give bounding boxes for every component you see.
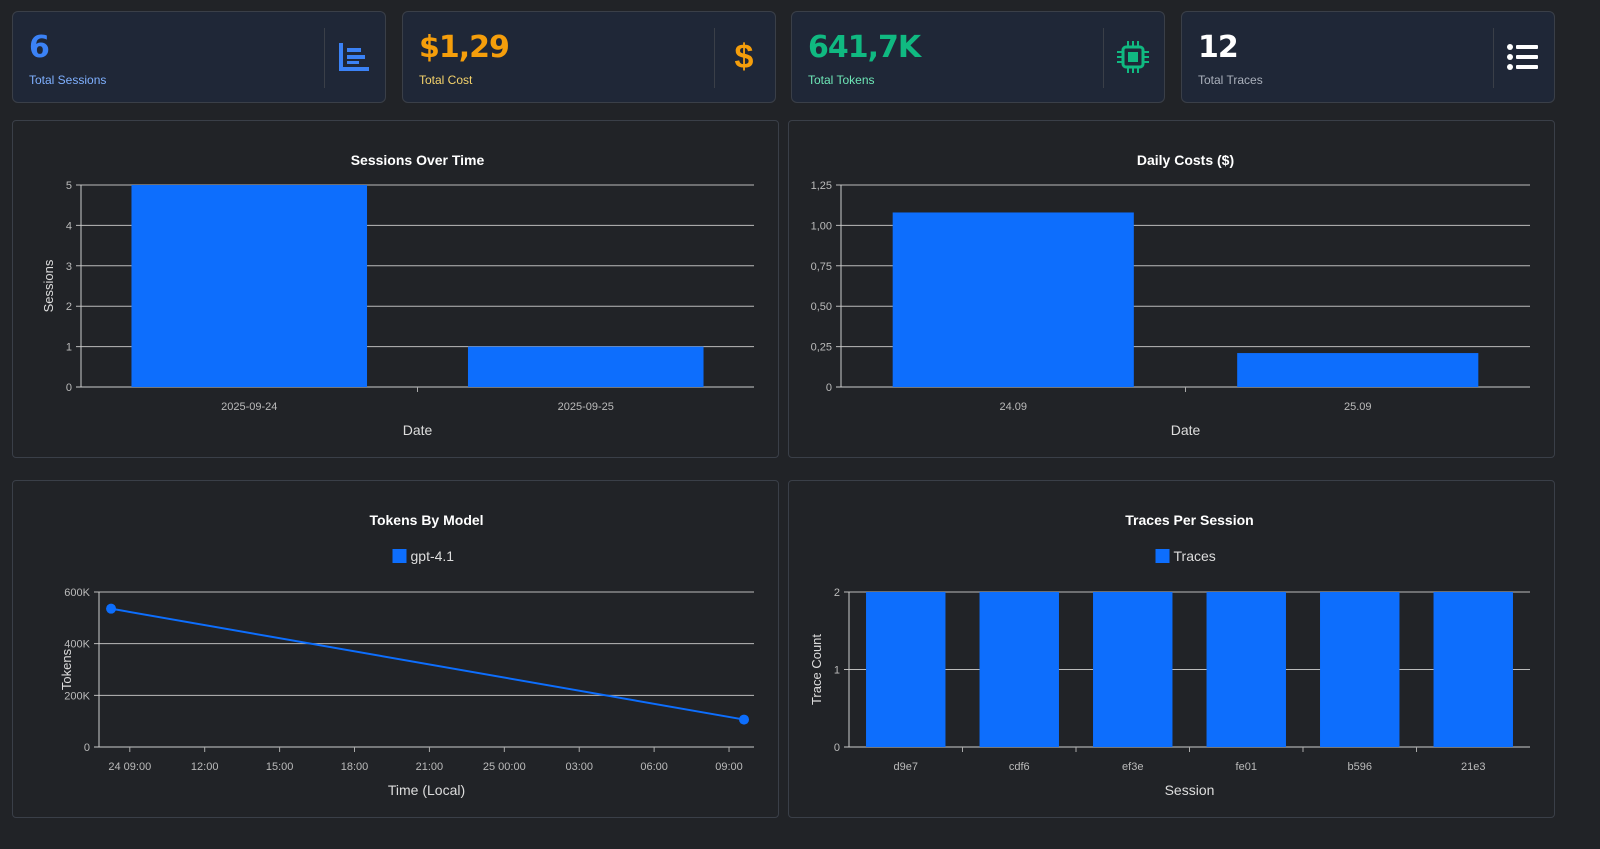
x-axis-label: Time (Local) — [388, 782, 465, 798]
x-tick-label: 06:00 — [640, 761, 668, 773]
y-tick-label: 0 — [66, 382, 72, 394]
data-point — [739, 714, 750, 725]
daily-costs-chart: Daily Costs ($) 0 0,25 0,50 0,75 1,00 1,25 Date… — [788, 120, 1555, 458]
y-tick-label: 3 — [66, 261, 72, 273]
stat-label: Total Traces — [1198, 73, 1263, 87]
x-tick-label: 25 00:00 — [483, 761, 526, 773]
x-tick-label: d9e7 — [894, 761, 918, 773]
bar — [1093, 592, 1173, 747]
chart-title: Sessions Over Time — [351, 152, 485, 168]
stat-card-cost: $1,29 Total Cost $ — [402, 11, 776, 103]
sessions-over-time-chart: Sessions Over Time 0 1 2 3 4 5 Sessions Date 2025… — [12, 120, 779, 458]
y-tick-label: 5 — [66, 180, 72, 192]
x-tick-label: 15:00 — [266, 761, 294, 773]
y-axis-label: Tokens — [59, 648, 74, 690]
bar — [1237, 353, 1479, 387]
chart-svg: Daily Costs ($) 0 0,25 0,50 0,75 1,00 1,25 Date… — [811, 152, 1530, 438]
stat-value: $1,29 — [419, 30, 510, 65]
y-tick-label: 0,25 — [811, 342, 832, 354]
stat-label: Total Cost — [419, 73, 473, 87]
stat-label: Total Sessions — [29, 73, 107, 87]
y-tick-label: 2 — [834, 587, 840, 599]
y-tick-label: 0 — [84, 742, 90, 754]
x-tick-label: 12:00 — [191, 761, 219, 773]
chart-svg: Tokens By Model 0 200K 400K 600K Tokens Time (… — [59, 512, 754, 798]
chart-title: Daily Costs ($) — [1137, 152, 1234, 168]
bar — [892, 212, 1134, 387]
stat-value: 12 — [1198, 30, 1239, 65]
x-tick-label: 25.09 — [1344, 401, 1372, 413]
divider — [324, 28, 325, 88]
divider — [714, 28, 715, 88]
list-icon — [1506, 40, 1540, 74]
y-tick-label: 1 — [66, 342, 72, 354]
y-tick-label: 4 — [66, 220, 72, 232]
y-axis-label: Trace Count — [809, 634, 824, 705]
chart-svg: Traces Per Session 0 1 2 Trace Count Session T… — [809, 512, 1530, 798]
y-tick-label: 0,75 — [811, 261, 832, 273]
y-tick-label: 1,25 — [811, 180, 832, 192]
bar — [979, 592, 1059, 747]
stat-card-sessions: 6 Total Sessions — [12, 11, 386, 103]
y-tick-label: 1,00 — [811, 220, 832, 232]
y-tick-label: 1 — [834, 665, 840, 677]
y-tick-label: 200K — [64, 690, 90, 702]
x-tick-label: cdf6 — [1009, 761, 1030, 773]
legend-swatch — [392, 549, 407, 563]
x-tick-label: 2025-09-25 — [558, 401, 614, 413]
chart-svg: Sessions Over Time 0 1 2 3 4 5 Sessions Date 2025… — [41, 152, 754, 438]
y-axis-label: Sessions — [41, 259, 56, 312]
stat-label: Total Tokens — [808, 73, 875, 87]
data-point — [106, 603, 117, 614]
x-tick-label: 24.09 — [999, 401, 1027, 413]
traces-per-session-chart: Traces Per Session 0 1 2 Trace Count Session T… — [788, 480, 1555, 818]
x-tick-label: ef3e — [1122, 761, 1143, 773]
divider — [1103, 28, 1104, 88]
bar — [1206, 592, 1286, 747]
x-tick-label: 09:00 — [715, 761, 743, 773]
x-tick-label: 21e3 — [1461, 761, 1485, 773]
x-tick-label: 18:00 — [341, 761, 369, 773]
x-tick-label: b596 — [1348, 761, 1372, 773]
dollar-icon: $ — [734, 37, 754, 76]
chart-title: Traces Per Session — [1125, 512, 1253, 528]
series-line — [110, 607, 745, 721]
bar-chart-icon — [337, 40, 371, 74]
legend-label: Traces — [1174, 548, 1216, 564]
y-tick-label: 600K — [64, 587, 90, 599]
x-axis-label: Date — [403, 422, 433, 438]
x-tick-label: 03:00 — [565, 761, 593, 773]
stat-card-tokens: 641,7K Total Tokens — [791, 11, 1165, 103]
stat-value: 6 — [29, 30, 50, 65]
bar — [467, 346, 704, 387]
cpu-chip-icon — [1116, 40, 1150, 74]
x-tick-label: 2025-09-24 — [221, 401, 277, 413]
legend-label: gpt-4.1 — [411, 548, 455, 564]
tokens-by-model-chart: Tokens By Model 0 200K 400K 600K Tokens Time (… — [12, 480, 779, 818]
y-tick-label: 0 — [826, 382, 832, 394]
x-tick-label: 21:00 — [416, 761, 444, 773]
x-tick-label: 24 09:00 — [108, 761, 151, 773]
legend-swatch — [1155, 549, 1170, 563]
bar — [1433, 592, 1513, 747]
x-tick-label: fe01 — [1236, 761, 1257, 773]
stat-value: 641,7K — [808, 30, 921, 65]
y-tick-label: 0 — [834, 742, 840, 754]
divider — [1493, 28, 1494, 88]
stat-card-traces: 12 Total Traces — [1181, 11, 1555, 103]
x-axis-label: Session — [1165, 782, 1215, 798]
x-axis-label: Date — [1171, 422, 1201, 438]
y-tick-label: 0,50 — [811, 301, 832, 313]
y-tick-label: 2 — [66, 301, 72, 313]
bar — [866, 592, 946, 747]
chart-title: Tokens By Model — [369, 512, 483, 528]
bar — [131, 185, 368, 387]
bar — [1320, 592, 1400, 747]
y-tick-label: 400K — [64, 639, 90, 651]
